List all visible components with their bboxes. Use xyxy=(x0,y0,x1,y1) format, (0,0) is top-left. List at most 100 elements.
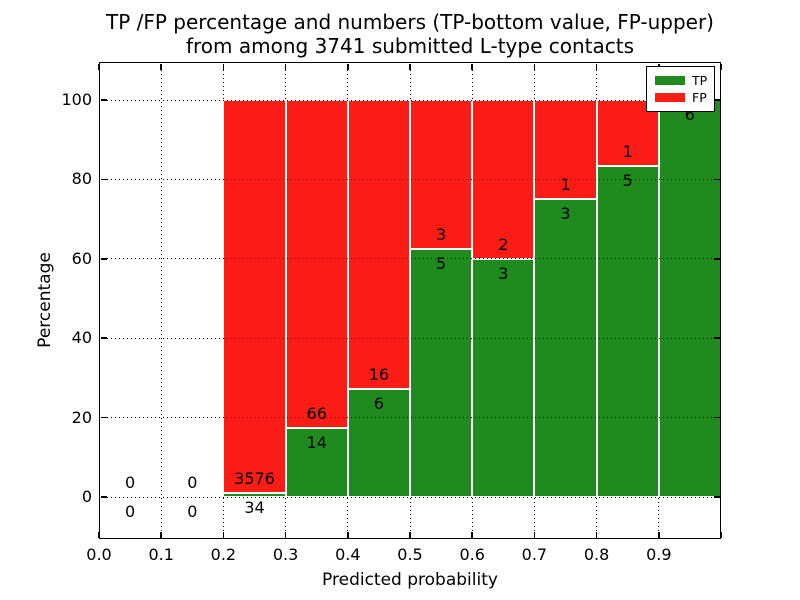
y-tick-mark xyxy=(100,337,107,339)
fp-count-label: 66 xyxy=(306,403,327,423)
x-axis-label: Predicted probability xyxy=(322,570,498,590)
tp-bar-segment xyxy=(347,388,410,497)
tp-count-label: 3 xyxy=(498,263,509,283)
tp-count-label: 5 xyxy=(622,171,633,191)
tp-count-label: 5 xyxy=(436,253,447,273)
x-tick-mark xyxy=(720,531,722,538)
x-tick-label: 0.2 xyxy=(210,545,237,564)
fp-count-label: 3 xyxy=(436,224,447,244)
fp-count-label: 16 xyxy=(368,364,390,384)
fp-count-label: 0 xyxy=(125,473,136,492)
y-tick-label: 20 xyxy=(71,407,92,427)
tp-bar-segment xyxy=(410,248,473,497)
y-tick-label: 0 xyxy=(81,487,92,506)
chart-title-line2: from among 3741 submitted L-type contact… xyxy=(185,34,635,58)
tp-count-label: 34 xyxy=(244,498,265,518)
x-tick-mark xyxy=(595,63,598,70)
tp-count-label: 0 xyxy=(125,502,136,521)
tp-bar-segment xyxy=(658,100,721,497)
x-tick-mark xyxy=(222,63,225,70)
x-tick-mark xyxy=(98,63,100,70)
x-tick-mark xyxy=(284,531,287,538)
fp-legend-label: FP xyxy=(692,90,707,106)
gridline-horizontal xyxy=(99,417,721,419)
y-tick-label: 40 xyxy=(71,328,92,348)
tp-bar-segment xyxy=(472,258,535,497)
tp-bar-segment xyxy=(596,166,659,497)
x-tick-label: 0.1 xyxy=(148,545,174,564)
gridline-horizontal xyxy=(99,337,721,339)
x-tick-mark xyxy=(658,531,660,538)
fp-legend-swatch xyxy=(655,93,685,103)
x-tick-mark xyxy=(471,531,473,538)
x-tick-mark xyxy=(284,63,287,70)
gridline-vertical xyxy=(160,62,162,539)
tp-count-label: 6 xyxy=(373,393,384,413)
fp-bar-segment xyxy=(223,100,286,494)
fp-count-label: 1 xyxy=(560,175,571,195)
x-tick-mark xyxy=(409,531,411,538)
x-tick-mark xyxy=(409,63,411,70)
x-tick-label: 0.0 xyxy=(86,545,112,564)
gridline-horizontal xyxy=(99,496,721,498)
x-tick-mark xyxy=(222,531,225,538)
gridline-horizontal xyxy=(99,258,721,260)
x-tick-mark xyxy=(720,63,722,70)
x-tick-label: 0.7 xyxy=(521,545,548,564)
tp-bar-segment xyxy=(285,427,348,497)
chart-title-line1: TP /FP percentage and numbers (TP-bottom… xyxy=(106,10,714,34)
x-tick-label: 0.8 xyxy=(583,545,610,564)
y-axis-label: Percentage xyxy=(35,252,55,348)
x-tick-mark xyxy=(533,63,536,70)
gridline-horizontal xyxy=(99,178,721,180)
x-tick-label: 0.4 xyxy=(335,545,361,564)
y-tick-mark xyxy=(100,178,107,181)
x-tick-mark xyxy=(595,531,598,538)
x-tick-mark xyxy=(347,63,349,70)
fp-count-label: 2 xyxy=(498,234,509,254)
y-tick-mark xyxy=(713,416,720,419)
x-tick-mark xyxy=(98,531,100,538)
tp-count-label: 3 xyxy=(560,204,571,224)
x-tick-mark xyxy=(160,63,162,70)
fp-bar-segment xyxy=(285,100,348,428)
y-tick-label: 60 xyxy=(71,248,92,268)
x-tick-label: 0.9 xyxy=(646,545,672,564)
y-tick-mark xyxy=(100,258,107,260)
tp-legend-label: TP xyxy=(692,72,708,88)
x-tick-label: 0.3 xyxy=(272,545,299,564)
tp-count-label: 14 xyxy=(306,432,327,452)
x-tick-mark xyxy=(471,63,473,70)
x-tick-label: 0.5 xyxy=(397,545,423,564)
y-tick-label: 80 xyxy=(71,169,92,189)
y-tick-mark xyxy=(713,496,720,498)
fp-count-label: 0 xyxy=(187,473,198,492)
gridline-horizontal xyxy=(99,99,721,101)
x-tick-mark xyxy=(347,531,349,538)
y-tick-mark xyxy=(100,496,107,498)
fp-count-label: 1 xyxy=(622,142,633,162)
tp-legend-swatch xyxy=(655,75,685,85)
legend: TP FP xyxy=(646,66,715,112)
y-tick-mark xyxy=(713,337,720,339)
fp-bar-segment xyxy=(347,100,410,389)
fp-bar-segment xyxy=(534,100,597,200)
y-tick-mark xyxy=(100,99,107,101)
y-tick-mark xyxy=(713,258,720,260)
tp-bar-segment xyxy=(534,199,597,497)
x-tick-label: 0.6 xyxy=(459,545,485,564)
fp-bar-segment xyxy=(410,100,473,249)
tp-count-label: 6 xyxy=(684,105,695,124)
y-tick-mark xyxy=(100,416,107,419)
y-tick-label: 100 xyxy=(61,90,92,109)
x-tick-mark xyxy=(160,531,162,538)
legend-entry-tp: TP xyxy=(655,74,708,87)
fp-count-label: 3576 xyxy=(234,469,275,489)
y-tick-mark xyxy=(713,99,720,101)
tp-count-label: 0 xyxy=(187,502,198,521)
chart-title: TP /FP percentage and numbers (TP-bottom… xyxy=(99,10,721,58)
y-tick-mark xyxy=(713,178,720,181)
legend-entry-fp: FP xyxy=(655,91,708,104)
